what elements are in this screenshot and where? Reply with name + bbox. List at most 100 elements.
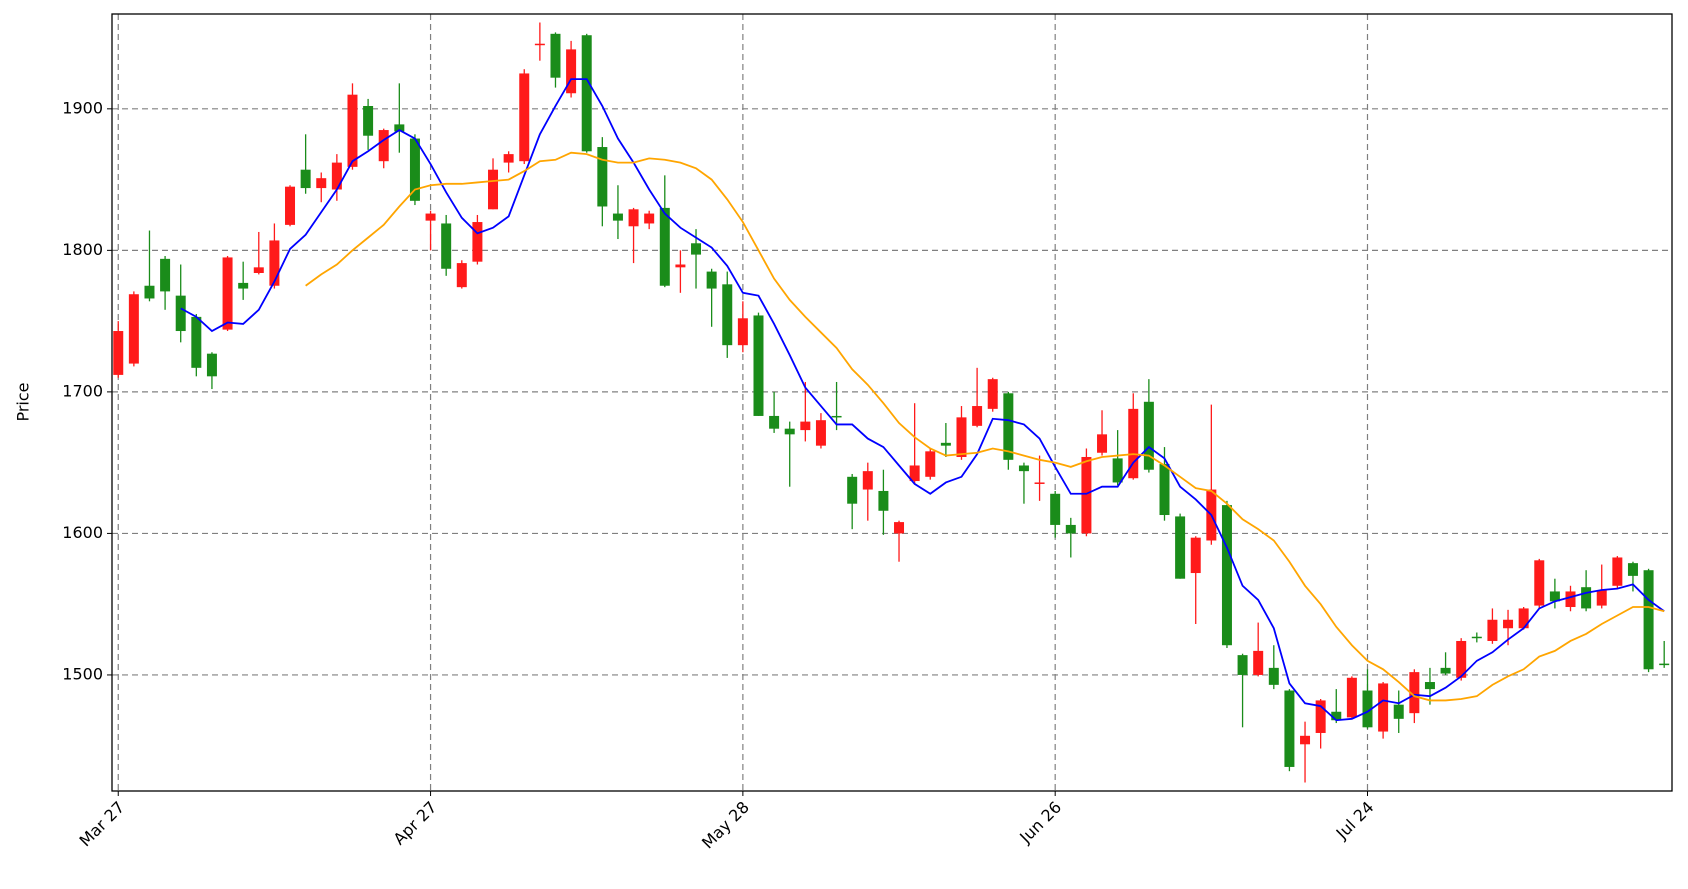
candle-body (815, 420, 826, 446)
candle-body (1284, 690, 1295, 767)
candle-body (644, 213, 655, 224)
candle-body (1596, 590, 1607, 606)
candle-body (847, 476, 858, 504)
candle-body (253, 267, 264, 273)
candle-body (1143, 401, 1154, 470)
candle-body (347, 94, 358, 167)
candle-body (1097, 434, 1108, 453)
candle-body (1643, 570, 1654, 670)
x-tick-label: Jun 26 (1015, 798, 1065, 848)
candle-body (1018, 465, 1029, 472)
candle-body (456, 263, 467, 288)
candle-body (409, 138, 420, 201)
candle-body (894, 522, 905, 534)
candle-body (597, 147, 608, 207)
candle-body (1534, 560, 1545, 606)
candle-body (1612, 557, 1623, 586)
moving-average-line (180, 78, 1665, 722)
candle-body (1081, 456, 1092, 534)
candle-body (519, 73, 530, 162)
candle-body (269, 240, 280, 286)
candle-body (1159, 464, 1170, 516)
candle-body (425, 213, 436, 221)
moving-average-line (305, 151, 1665, 702)
candle-body (1300, 735, 1311, 745)
candle-body (1471, 636, 1482, 639)
candle-body (1253, 650, 1264, 675)
candle-body (175, 295, 186, 332)
candle-body (1237, 655, 1248, 675)
candle-body (1065, 524, 1076, 534)
candle-body (675, 264, 686, 268)
candle-body (753, 315, 764, 416)
candle-body (206, 353, 217, 377)
candle-body (316, 178, 327, 189)
candle-body (441, 223, 452, 269)
candle-body (800, 421, 811, 431)
candle-body (1362, 690, 1373, 728)
candle-body (1112, 458, 1123, 483)
candle-body (1034, 482, 1045, 484)
candle-body (612, 213, 623, 221)
candle-body (191, 316, 202, 368)
candle-body (550, 33, 561, 78)
candle-body (909, 465, 920, 482)
candle-body (285, 186, 296, 225)
candle-body (878, 490, 889, 511)
candle-body (128, 294, 139, 364)
candle-body (1440, 667, 1451, 674)
candle-body (1128, 408, 1139, 479)
candle-body (769, 415, 780, 429)
candle-body (581, 35, 592, 152)
candle-body (659, 207, 670, 286)
candle-body (1331, 711, 1342, 721)
y-tick-label: 1700 (62, 381, 103, 400)
plot-frame (111, 13, 1673, 792)
y-tick-label: 1500 (62, 664, 103, 683)
x-tick-label: Mar 27 (75, 798, 128, 851)
x-tick-label: Jul 24 (1332, 798, 1378, 844)
candle-body (691, 243, 702, 255)
candle-body (222, 257, 233, 330)
candle-body (1393, 704, 1404, 719)
candle-body (1315, 700, 1326, 733)
candle-body (1003, 393, 1014, 460)
candle-body (1627, 563, 1638, 576)
candle-body (784, 428, 795, 435)
candle-body (1424, 682, 1435, 690)
y-tick-label: 1600 (62, 523, 103, 542)
candle-body (113, 331, 124, 375)
candle-body (1175, 516, 1186, 579)
candle-body (1378, 683, 1389, 732)
candle-body (238, 282, 249, 289)
candle-body (987, 379, 998, 409)
y-tick-label: 1800 (62, 240, 103, 259)
candle-body (925, 451, 936, 477)
candle-body (972, 406, 983, 426)
candle-body (472, 222, 483, 262)
candle-body (488, 169, 499, 210)
candle-body (503, 154, 514, 163)
y-axis-label: Price (14, 382, 33, 421)
candle-body (1565, 591, 1576, 608)
candle-body (160, 258, 171, 292)
candle-body (1659, 663, 1670, 666)
candle-body (1268, 667, 1279, 685)
candle-body (394, 124, 405, 132)
x-tick-label: May 28 (698, 798, 753, 853)
candle-body (956, 417, 967, 457)
candle-body (831, 415, 842, 418)
candle-body (331, 162, 342, 190)
candle-body (1409, 672, 1420, 714)
candle-body (1581, 587, 1592, 609)
candle-body (1456, 640, 1467, 678)
candle-body (378, 130, 389, 162)
candle-body (1503, 619, 1514, 629)
candle-body (940, 442, 951, 446)
candle-body (737, 318, 748, 346)
candle-body (566, 49, 577, 94)
candle-body (628, 209, 639, 227)
candle-body (1050, 493, 1061, 525)
y-tick-label: 1900 (62, 98, 103, 117)
candle-body (534, 43, 545, 46)
